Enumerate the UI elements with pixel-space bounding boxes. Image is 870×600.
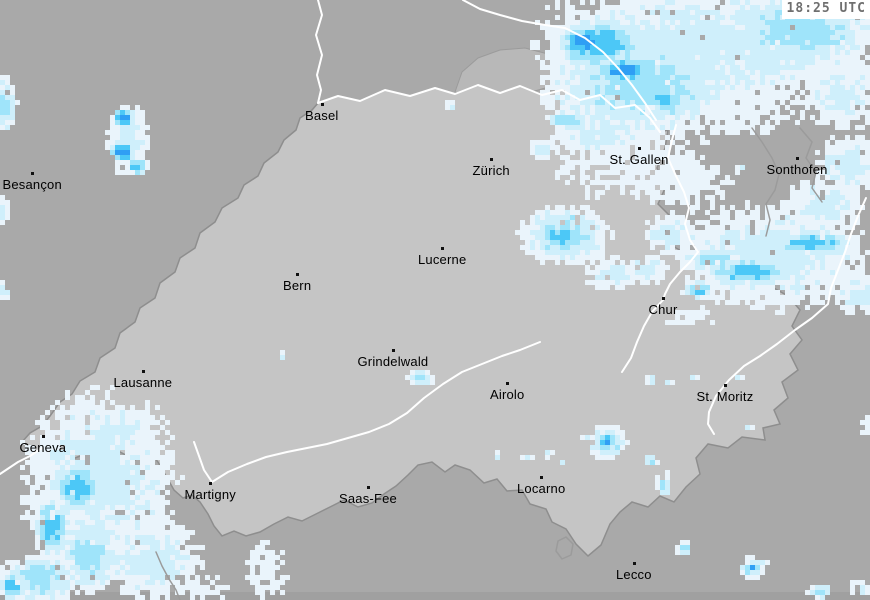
timestamp-badge: 18:25 UTC [781,0,870,19]
river-rhone [193,341,541,483]
border-line-allgaeu-1 [751,127,780,237]
map-bottom-strip [0,592,870,600]
lake-como-outline [555,536,574,560]
border-line-italy [155,551,181,600]
country-border-river-lines [0,0,867,483]
border-line-rhine-northeast [462,0,657,121]
river-rhone-geneva [0,447,43,475]
regional-border-lines [155,127,823,600]
border-line-inn-east [707,197,867,435]
border-line-rhine-valley [662,124,699,301]
border-line-swiss-north [317,84,661,133]
river-vorderrhein [621,299,664,373]
timestamp-text: 18:25 UTC [786,1,866,16]
border-line-basel-north [315,0,323,104]
border-line-allgaeu-2 [799,127,823,203]
